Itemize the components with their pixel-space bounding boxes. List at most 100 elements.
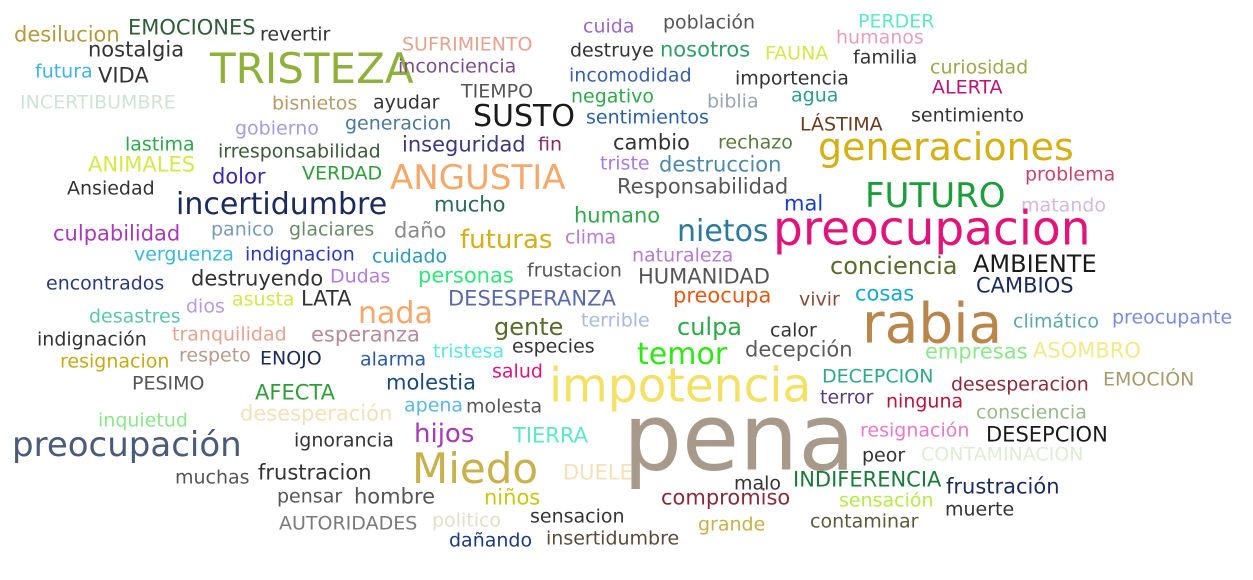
word-resignacion: resignacion — [60, 350, 170, 373]
word-salud: salud — [492, 360, 543, 383]
word-conciencia: conciencia — [830, 252, 958, 280]
word-personas: personas — [418, 263, 514, 288]
word-animales: ANIMALES — [88, 152, 196, 177]
word-inseguridad: inseguridad — [402, 132, 526, 157]
word-incertibumbre: INCERTIBUMBRE — [20, 91, 176, 114]
word-hombre: hombre — [354, 484, 436, 509]
word-futuras: futuras — [460, 225, 553, 255]
word-temor: temor — [637, 337, 728, 372]
word-incertidumbre: incertidumbre — [176, 187, 388, 222]
word-especies: especies — [512, 335, 595, 358]
word-respeto: respeto — [179, 344, 251, 367]
word-alerta: ALERTA — [932, 76, 1003, 99]
word-peor: peor — [862, 444, 906, 467]
word-autoridades: AUTORIDADES — [279, 512, 418, 535]
word-fauna: FAUNA — [765, 42, 829, 65]
word-familia: familia — [853, 46, 918, 69]
word-biblia: biblia — [707, 90, 759, 113]
word-susto: SUSTO — [473, 99, 575, 134]
word-bisnietos: bisnietos — [272, 92, 358, 115]
word-cosas: cosas — [855, 281, 915, 306]
word-consciencia: consciencia — [976, 401, 1087, 424]
word-gente: gente — [494, 313, 564, 341]
word-sensacion: sensacion — [530, 505, 625, 528]
word-dios: dios — [186, 295, 225, 318]
word-triste: triste — [600, 152, 650, 175]
word-tristeza: TRISTEZA — [210, 44, 414, 93]
word-destruyendo: destruyendo — [191, 266, 324, 291]
word-alarma: alarma — [360, 348, 427, 371]
word-tierra: TIERRA — [513, 423, 588, 448]
word-negativo: negativo — [571, 85, 655, 108]
word-vivir: vivir — [799, 288, 840, 311]
word-molestia: molestia — [386, 370, 476, 395]
word-sentimiento: sentimiento — [911, 104, 1024, 127]
word-hijos: hijos — [414, 419, 475, 449]
word-culpabilidad: culpabilidad — [53, 221, 181, 246]
word-decepcion: decepción — [745, 337, 853, 362]
word-generacion: generacion — [345, 112, 452, 135]
word-tristesa: tristesa — [433, 340, 505, 363]
word-politico: politico — [432, 509, 502, 532]
word-decepcion: DECEPCION — [822, 365, 934, 388]
word-nostalgia: nostalgia — [88, 37, 185, 62]
word-frustracion: frustración — [946, 474, 1060, 499]
word-naturaleza: naturaleza — [632, 244, 734, 267]
word-insertidumbre: insertidumbre — [546, 527, 680, 550]
word-tiempo: TIEMPO — [461, 80, 534, 103]
word-nosotros: nosotros — [660, 37, 751, 62]
word-muchas: muchas — [175, 466, 250, 489]
word-matando: matando — [1021, 194, 1106, 217]
word-esperanza: esperanza — [311, 322, 420, 347]
word-duele: DUELE — [563, 460, 633, 485]
word-emociones: EMOCIONES — [128, 15, 256, 40]
word-climatico: climático — [1013, 310, 1099, 333]
word-pesimo: PESIMO — [132, 372, 205, 395]
word-emocion: EMOCIÓN — [1103, 368, 1195, 391]
word-frustracion: frustracion — [258, 460, 372, 485]
word-danando: dañando — [449, 529, 533, 552]
word-terrible: terrible — [581, 309, 650, 332]
word-dano: daño — [394, 218, 447, 243]
word-ninguna: ninguna — [886, 390, 964, 413]
word-apena: apena — [404, 394, 464, 417]
word-futura: futura — [35, 60, 93, 83]
word-nada: nada — [358, 296, 433, 331]
word-resignacion: resignación — [860, 419, 970, 442]
word-verdad: VERDAD — [302, 162, 383, 185]
word-mal: mal — [784, 191, 824, 216]
word-calor: calor — [770, 319, 817, 342]
word-problema: problema — [1025, 163, 1116, 186]
word-contaminar: contaminar — [810, 510, 919, 533]
word-tranquilidad: tranquilidad — [172, 323, 287, 346]
word-inquietud: inquietud — [98, 409, 188, 432]
word-curiosidad: curiosidad — [930, 56, 1029, 79]
word-importencia: importencia — [735, 67, 849, 90]
word-desesperanza: DESESPERANZA — [448, 286, 616, 311]
word-destruccion: destruccion — [659, 152, 782, 177]
word-vida: VIDA — [98, 63, 149, 88]
word-fin: fin — [538, 133, 563, 156]
word-sensacion: sensación — [839, 489, 934, 512]
word-dolor: dolor — [212, 164, 266, 189]
word-lastima: LÁSTIMA — [800, 113, 883, 136]
word-malo: malo — [734, 472, 782, 495]
word-empresas: empresas — [925, 339, 1028, 364]
word-impotencia: impotencia — [549, 358, 812, 414]
word-responsabilidad: Responsabilidad — [617, 174, 789, 199]
word-irresponsabilidad: irresponsabilidad — [218, 140, 381, 163]
word-cambios: CAMBIOS — [976, 273, 1074, 298]
word-revertir: revertir — [260, 23, 331, 46]
word-muerte: muerte — [945, 498, 1015, 521]
word-ansiedad: Ansiedad — [67, 177, 155, 200]
word-preocupa: preocupa — [673, 283, 772, 308]
word-cuidado: cuidado — [372, 245, 448, 268]
word-lastima: lastima — [125, 133, 195, 156]
word-enojo: ENOJO — [260, 347, 322, 370]
word-terror: terror — [820, 386, 874, 409]
word-compromiso: compromiso — [661, 485, 791, 510]
word-verguenza: verguenza — [134, 243, 234, 266]
word-incomodidad: incomodidad — [569, 64, 692, 87]
word-indignacion: indignación — [37, 328, 147, 351]
